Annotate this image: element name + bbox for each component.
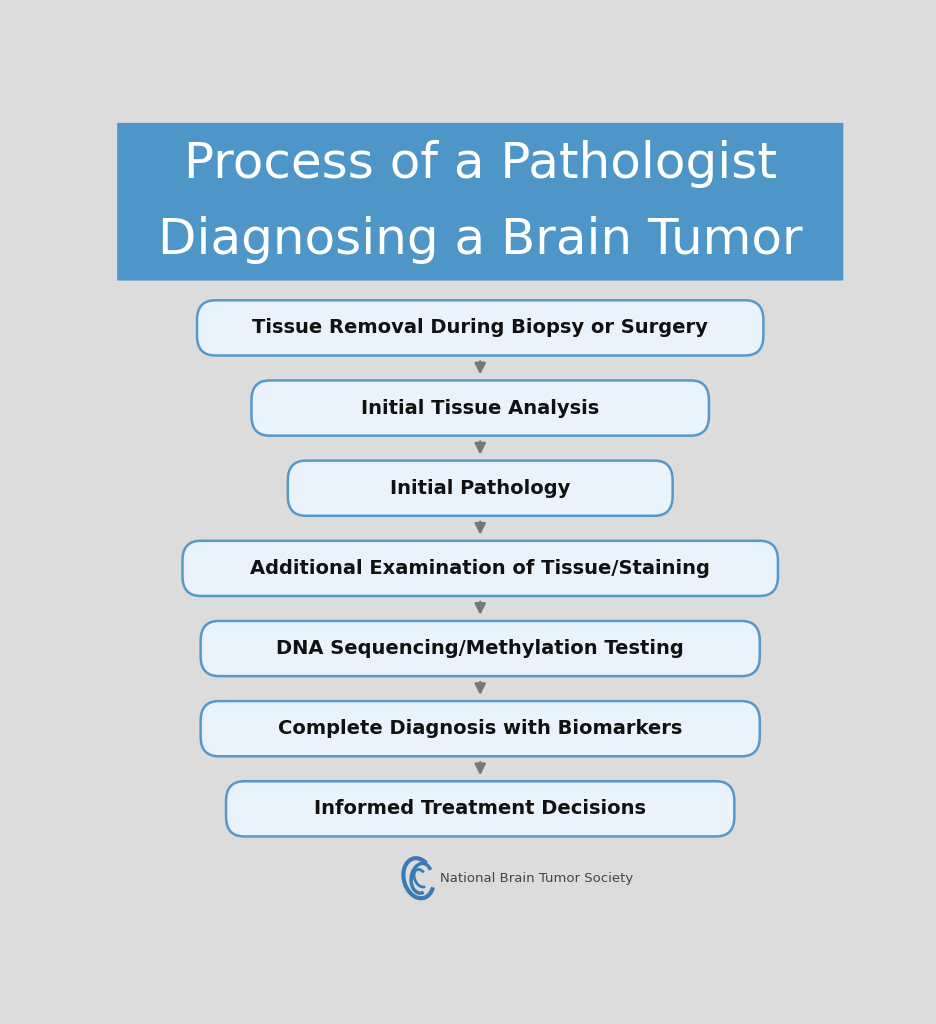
FancyBboxPatch shape bbox=[117, 123, 842, 281]
Text: Complete Diagnosis with Biomarkers: Complete Diagnosis with Biomarkers bbox=[278, 719, 681, 738]
Text: National Brain Tumor Society: National Brain Tumor Society bbox=[440, 871, 633, 885]
FancyBboxPatch shape bbox=[200, 621, 759, 676]
Text: Informed Treatment Decisions: Informed Treatment Decisions bbox=[314, 800, 646, 818]
Text: Initial Tissue Analysis: Initial Tissue Analysis bbox=[360, 398, 599, 418]
Text: Diagnosing a Brain Tumor: Diagnosing a Brain Tumor bbox=[158, 216, 801, 263]
FancyBboxPatch shape bbox=[197, 300, 763, 355]
FancyBboxPatch shape bbox=[200, 701, 759, 757]
Text: Process of a Pathologist: Process of a Pathologist bbox=[183, 140, 776, 187]
Text: DNA Sequencing/Methylation Testing: DNA Sequencing/Methylation Testing bbox=[276, 639, 683, 658]
FancyBboxPatch shape bbox=[183, 541, 777, 596]
FancyBboxPatch shape bbox=[287, 461, 672, 516]
Text: Additional Examination of Tissue/Staining: Additional Examination of Tissue/Stainin… bbox=[250, 559, 709, 578]
Text: Tissue Removal During Biopsy or Surgery: Tissue Removal During Biopsy or Surgery bbox=[252, 318, 708, 337]
FancyBboxPatch shape bbox=[251, 381, 709, 435]
FancyBboxPatch shape bbox=[226, 781, 734, 837]
Text: Initial Pathology: Initial Pathology bbox=[389, 478, 570, 498]
